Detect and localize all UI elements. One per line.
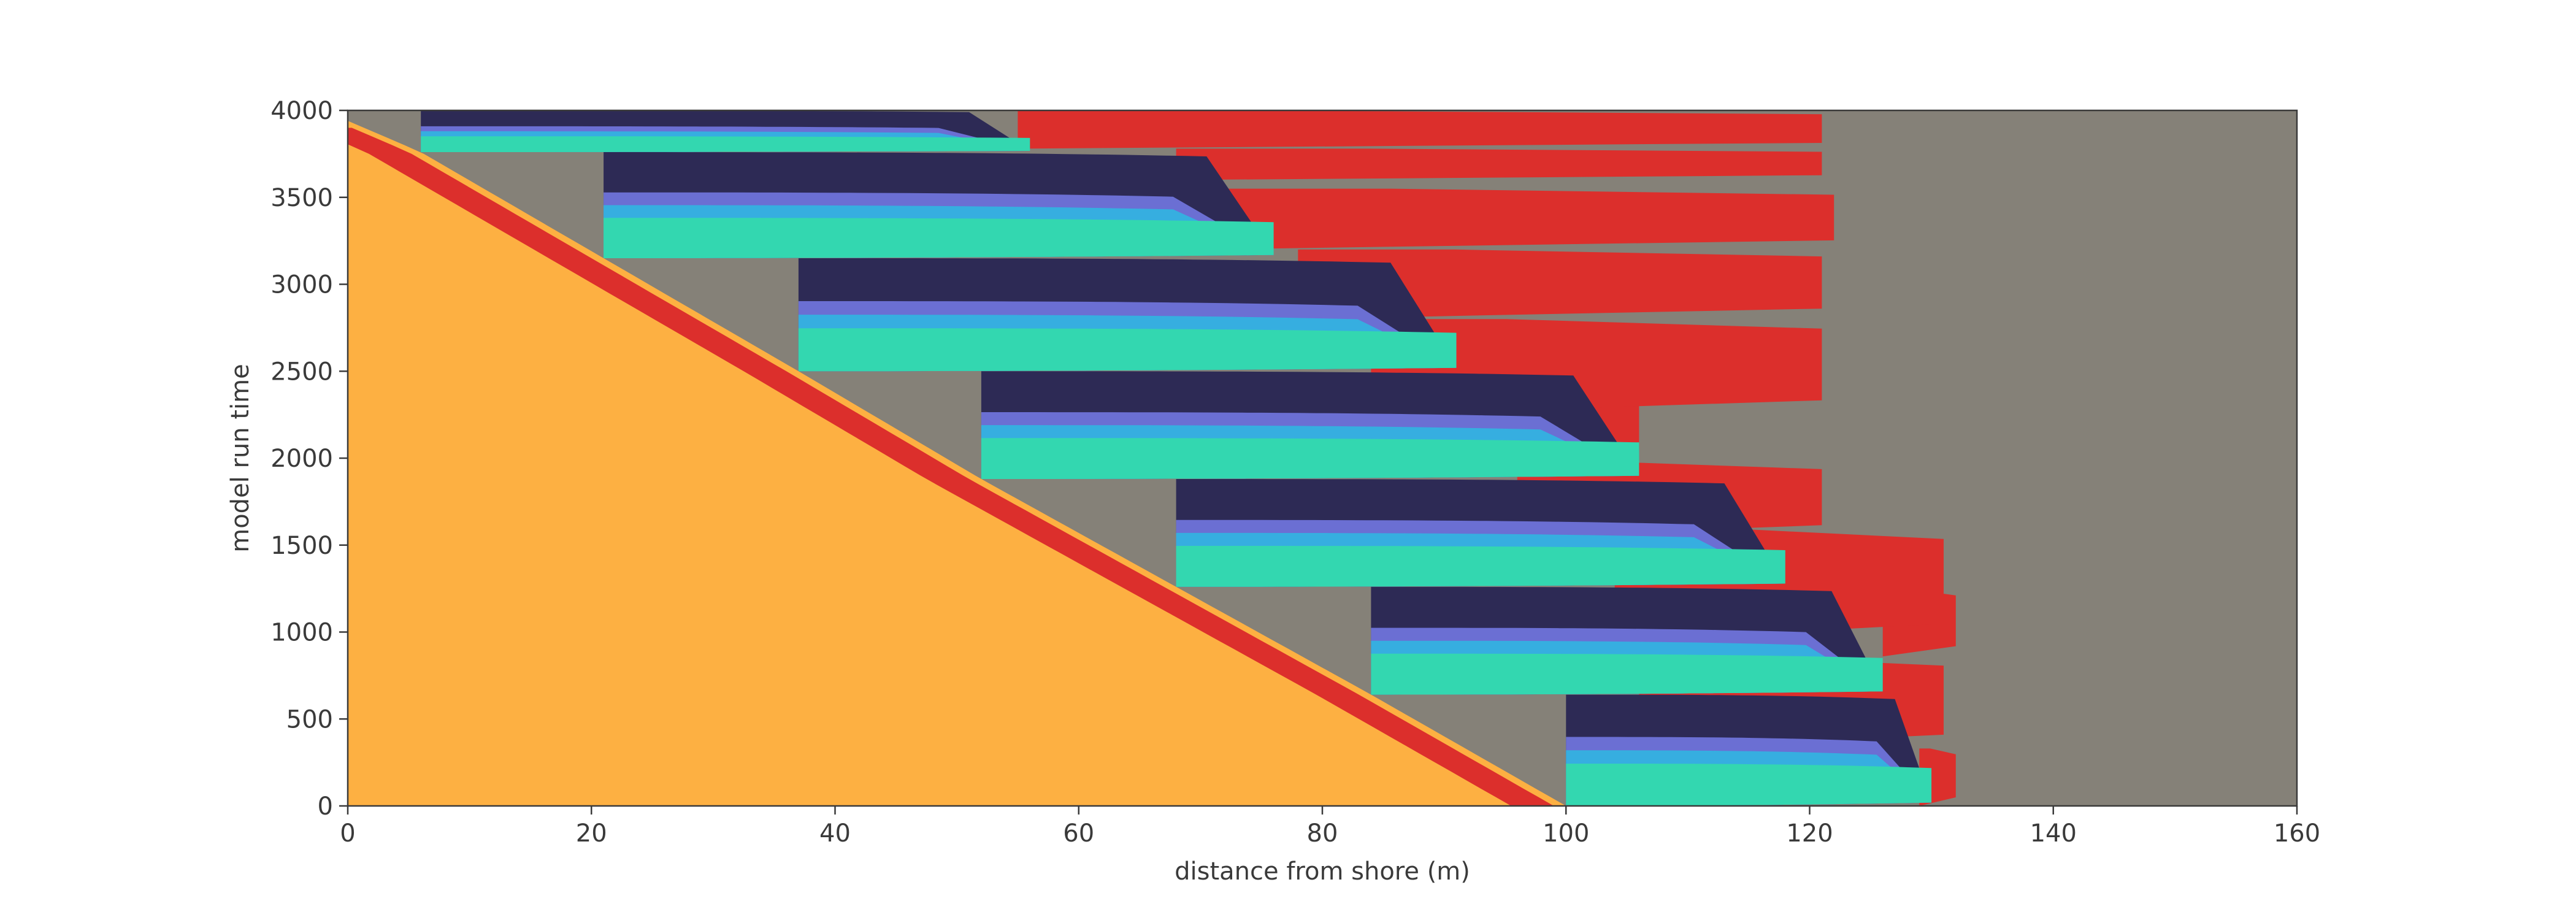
x-tick-label: 140 [2030,819,2077,848]
band-teal-3 [981,438,1639,479]
x-tick-label: 0 [340,819,355,848]
x-tick-label: 40 [819,819,851,848]
y-tick-label: 3500 [270,184,333,212]
x-tick-label: 100 [1543,819,1589,848]
y-tick-label: 4000 [270,97,333,125]
y-axis-label: model run time [226,364,255,553]
band-teal-1 [1371,653,1883,695]
red-deposit-9 [1176,148,1822,180]
land-region [348,121,1566,806]
plot-area [348,110,2297,806]
band-teal-2 [1176,546,1785,587]
shoreline-red-stripe [348,128,1554,806]
band-teal-6 [421,136,1030,152]
x-tick-label: 20 [576,819,607,848]
y-axis: 0 500 1000 1500 2000 2500 3000 3500 4000 [270,97,348,821]
band-teal-0 [1566,764,1932,806]
red-deposit-8 [1200,188,1834,250]
band-teal-5 [604,218,1274,258]
x-axis: 0 20 40 60 80 100 120 140 160 [340,806,2320,848]
x-axis-label: distance from shore (m) [1175,857,1470,886]
y-tick-label: 2000 [270,445,333,473]
y-tick-label: 1000 [270,619,333,647]
band-teal-4 [798,328,1457,372]
y-tick-label: 0 [318,792,333,821]
x-tick-label: 120 [1786,819,1833,848]
y-tick-label: 500 [286,705,333,734]
red-deposit-10 [1018,110,1822,149]
y-tick-label: 1500 [270,532,333,560]
x-tick-label: 160 [2274,819,2320,848]
y-tick-label: 3000 [270,271,333,299]
red-deposit-7 [1298,249,1822,320]
x-tick-label: 60 [1063,819,1094,848]
y-tick-label: 2500 [270,358,333,386]
x-tick-label: 80 [1307,819,1338,848]
